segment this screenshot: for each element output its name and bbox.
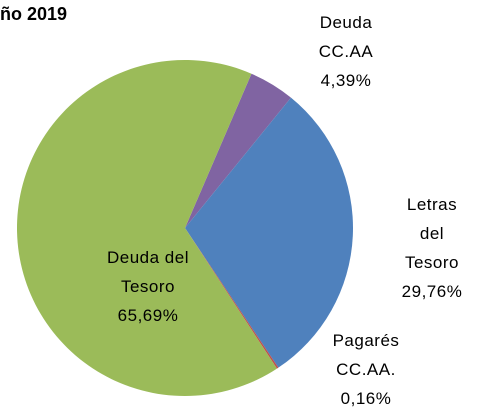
value-label: 4,39% — [320, 71, 372, 90]
value-label: 65,69% — [117, 306, 179, 325]
slice-label: Deuda del Tesoro 65,69% — [107, 243, 189, 330]
pie-slice — [185, 73, 291, 228]
pie-slice — [185, 97, 353, 368]
category-label: Pagarés CC.AA. — [332, 331, 400, 379]
pie-slice — [17, 59, 277, 396]
category-label: Deuda del Tesoro — [106, 248, 190, 296]
value-label: 29,76% — [401, 282, 463, 301]
category-label: Letras del Tesoro — [404, 195, 460, 272]
value-label: 0,16% — [340, 389, 392, 408]
slice-label: Pagarés CC.AA. 0,16% — [333, 326, 400, 413]
chart-title: ño 2019 — [0, 4, 68, 24]
pie-slice — [185, 228, 279, 369]
slice-label: Deuda CC.AA 4,39% — [319, 8, 373, 95]
category-label: Deuda CC.AA — [318, 13, 374, 61]
slice-label: Letras del Tesoro 29,76% — [402, 190, 463, 306]
